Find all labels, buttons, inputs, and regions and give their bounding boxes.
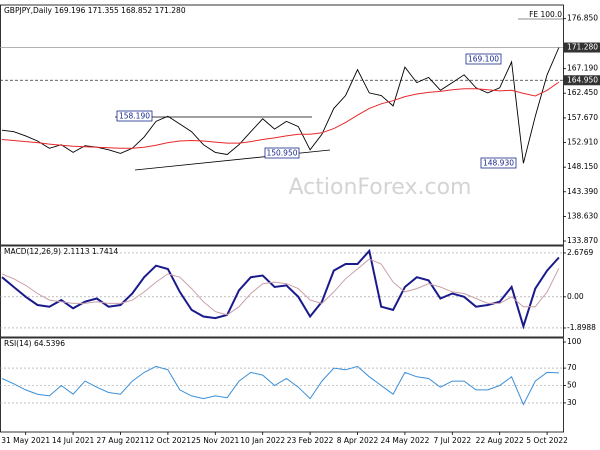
x-tick-label: 7 Jul 2022: [433, 436, 471, 445]
y-tick-label: 30: [567, 398, 577, 407]
marker-label-bg: [564, 42, 600, 53]
x-tick-label: 31 May 2021: [1, 436, 50, 445]
price-panel: [0, 4, 564, 246]
y-tick-label: 143.390: [567, 187, 598, 196]
x-tick-label: 25 Nov 2021: [191, 436, 239, 445]
marker-label: 171.280: [567, 43, 598, 52]
annotation: 148.930: [483, 159, 514, 168]
y-tick-label: 70: [567, 363, 577, 372]
annotation-box: [465, 53, 502, 65]
y-tick-label: 162.450: [567, 88, 598, 97]
marker-label: 164.950: [567, 75, 598, 84]
series-line: [1, 81, 560, 149]
y-tick-label: 176.850: [567, 14, 598, 23]
macd-title: MACD(12,26,9) 2.1113 1.7414: [4, 247, 118, 256]
x-tick-label: 14 Jul 2021: [52, 436, 95, 445]
y-tick-label: 0.00: [567, 292, 584, 301]
y-tick-label: 2.6769: [567, 248, 593, 257]
rsi-panel: [0, 337, 564, 433]
y-tick-label: 167.190: [567, 64, 598, 73]
x-tick-label: 10 Jan 2022: [240, 436, 285, 445]
y-tick-label: 148.150: [567, 162, 598, 171]
rsi-title: RSI(14) 64.5396: [4, 339, 65, 348]
y-tick-label: 100: [567, 337, 582, 346]
macd-panel: [0, 245, 564, 338]
x-tick-label: 5 Oct 2022: [526, 436, 568, 445]
y-tick-label: 157.670: [567, 113, 598, 122]
y-tick-label: 152.910: [567, 138, 598, 147]
series-line: [1, 365, 559, 406]
fe-label: FE 100.0: [529, 10, 562, 19]
annotation-box: [264, 147, 300, 159]
annotation: 158.190: [119, 112, 150, 121]
series-line: [1, 248, 560, 330]
series-line: [1, 258, 560, 316]
x-tick-label: 27 Aug 2021: [96, 436, 144, 445]
y-tick-label: 50: [567, 381, 577, 390]
x-tick-label: 23 Feb 2022: [287, 436, 334, 445]
x-tick-label: 8 Apr 2022: [337, 436, 379, 445]
y-tick-label: 133.870: [567, 236, 598, 245]
annotation-box: [480, 157, 517, 169]
annotation: 169.100: [468, 55, 499, 64]
marker-label-bg: [564, 75, 600, 86]
y-tick-label: -1.8988: [567, 323, 596, 332]
annotation: 150.950: [266, 149, 297, 158]
y-tick-label: 138.630: [567, 211, 598, 220]
chart-title: GBPJPY,Daily 169.196 171.355 168.852 171…: [4, 6, 186, 15]
annotation-box: [116, 110, 153, 122]
x-tick-label: 12 Oct 2021: [145, 436, 192, 445]
watermark: ActionForex.com: [289, 175, 472, 200]
x-tick-label: 24 May 2022: [380, 436, 429, 445]
x-tick-label: 22 Aug 2022: [476, 436, 524, 445]
